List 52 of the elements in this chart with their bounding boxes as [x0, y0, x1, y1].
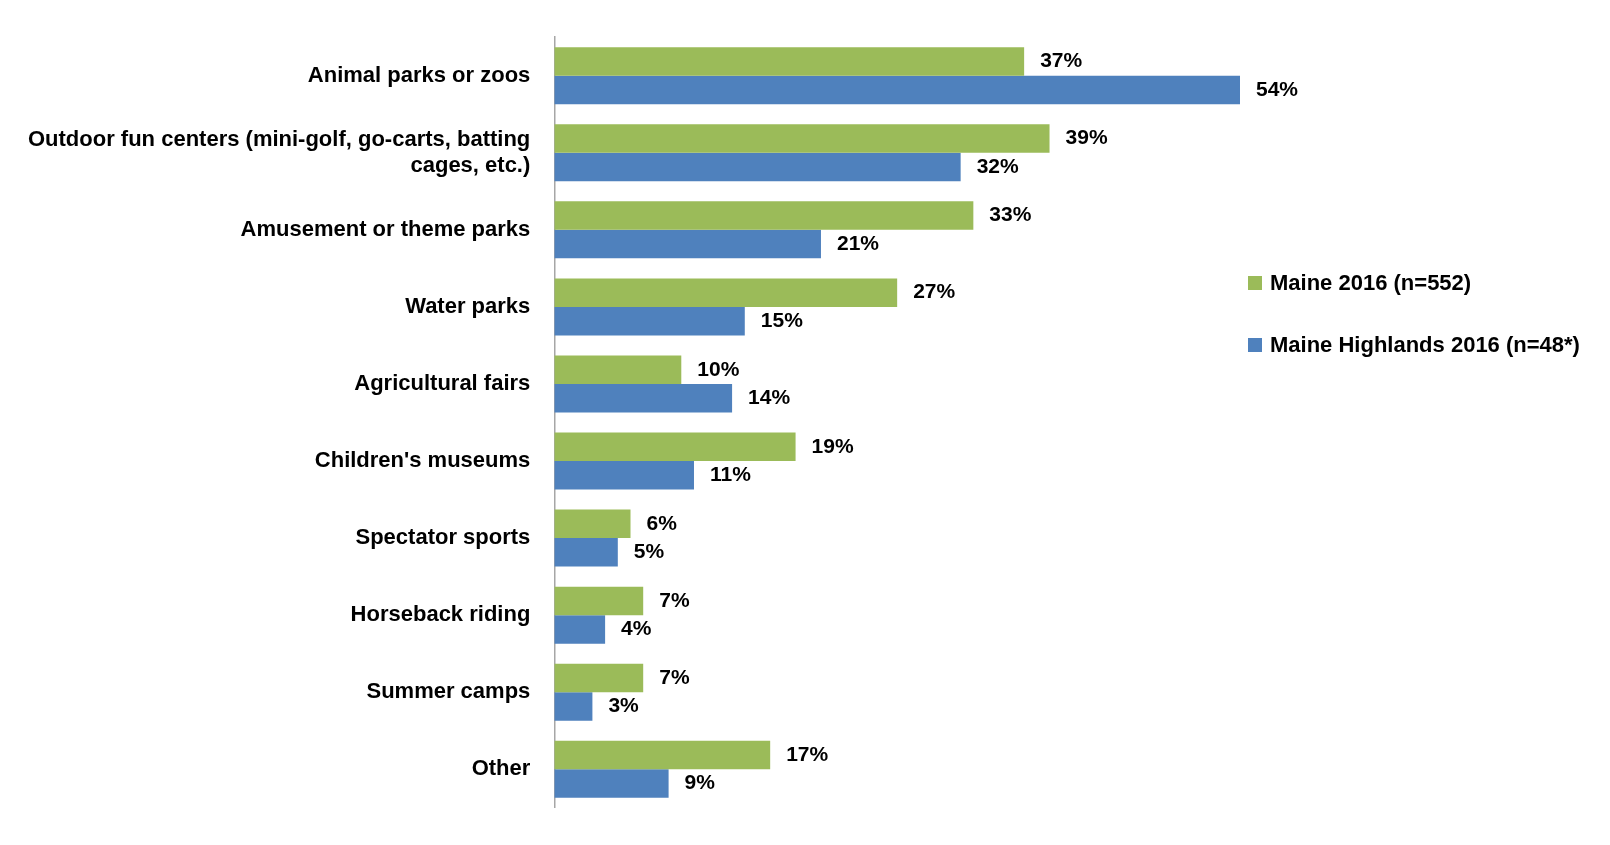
y-tick-label: Spectator sports: [355, 524, 531, 550]
bar: [554, 355, 682, 384]
bar: [554, 769, 669, 798]
bar: [554, 740, 771, 770]
data-label: 39%: [1065, 125, 1108, 149]
y-tick-label: Water parks: [405, 292, 531, 318]
data-label: 17%: [786, 741, 829, 765]
data-label: 37%: [1040, 48, 1083, 72]
data-label: 19%: [811, 433, 854, 457]
y-tick-label: Other: [471, 755, 531, 781]
data-label: 3%: [608, 693, 640, 717]
bar: [554, 461, 694, 490]
data-label: 10%: [697, 356, 740, 380]
data-label: 7%: [659, 664, 690, 688]
data-label: 7%: [659, 587, 690, 611]
bar: [554, 383, 733, 413]
y-tick-label: Amusement or theme parks: [240, 215, 531, 241]
data-label: 21%: [836, 230, 880, 254]
bar: [554, 229, 821, 259]
bar: [554, 692, 593, 721]
data-label: 11%: [709, 462, 752, 486]
data-label: 6%: [646, 510, 678, 534]
y-tick-label: Animal parks or zoos: [307, 61, 531, 87]
bar: [554, 124, 1050, 153]
data-label: 5%: [633, 539, 665, 563]
bar: [554, 278, 898, 307]
data-label: 14%: [748, 385, 791, 409]
bar: [554, 538, 618, 567]
bar: [554, 432, 796, 462]
data-label: 9%: [684, 770, 716, 794]
data-label: 33%: [989, 202, 1032, 226]
legend-label: Maine Highlands 2016 (n=48*): [1270, 332, 1580, 358]
bar: [554, 586, 644, 616]
data-label: 54%: [1256, 76, 1299, 100]
bar: [554, 47, 1025, 76]
bar: [554, 615, 606, 644]
y-tick-label: Outdoor fun centers (mini-golf, go-carts, batting cages, etc.): [27, 125, 531, 178]
y-tick-label: Summer camps: [366, 678, 531, 704]
bar: [554, 75, 1240, 105]
bar: [554, 306, 745, 336]
y-tick-label: Horseback riding: [350, 601, 531, 627]
bar: [554, 663, 644, 693]
data-label: 32%: [976, 153, 1020, 177]
bar: [554, 152, 961, 182]
data-label: 15%: [760, 307, 804, 331]
legend-label: Maine 2016 (n=552): [1270, 270, 1472, 296]
data-label: 4%: [621, 616, 652, 640]
bar: [554, 509, 631, 539]
data-label: 27%: [913, 279, 956, 303]
y-tick-label: Agricultural fairs: [354, 370, 531, 396]
bar: [554, 201, 974, 230]
y-tick-label: Children's museums: [314, 447, 531, 473]
